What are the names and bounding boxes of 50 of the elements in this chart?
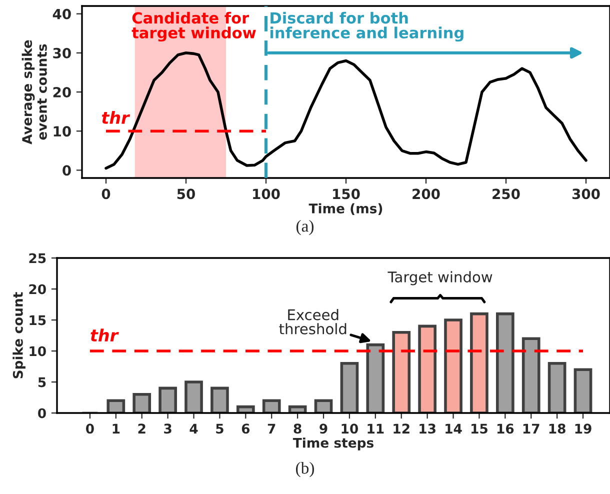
x-tick-label: 150 <box>333 188 360 200</box>
x-tick-label: 1 <box>112 424 120 434</box>
y-tick-label: 15 <box>30 315 46 326</box>
x-tick-label: 9 <box>320 424 328 434</box>
x-tick-label: 2 <box>138 424 146 434</box>
x-tick-label: 50 <box>177 188 195 200</box>
x-tick-label: 19 <box>575 424 592 434</box>
x-tick-label: 0 <box>102 188 110 200</box>
x-tick-label: 11 <box>368 424 384 434</box>
x-tick-label: 8 <box>294 424 302 434</box>
x-tick-label: 12 <box>394 424 410 434</box>
x-tick-label: 250 <box>492 188 520 200</box>
x-tick-label: 300 <box>572 188 600 200</box>
y-axis-title: Average spike event counts <box>22 40 47 144</box>
ref-line-label: Discard for both inference and learning <box>270 12 464 42</box>
x-tick-label: 17 <box>523 424 540 434</box>
x-tick-label: 7 <box>268 424 276 434</box>
y-tick-label: 30 <box>53 48 71 58</box>
y-tick-label: 5 <box>38 377 46 388</box>
y-tick-label: 20 <box>29 284 46 294</box>
ref-line-label: thr <box>90 328 119 342</box>
x-tick-label: 10 <box>342 424 358 434</box>
x-tick-label: 6 <box>242 424 250 434</box>
annotation: Target window <box>388 271 492 286</box>
x-tick-label: 4 <box>190 424 198 434</box>
x-tick-label: 0 <box>86 424 94 434</box>
annotation: Exceed threshold <box>279 308 346 334</box>
x-tick-label: 14 <box>446 424 462 434</box>
y-tick-label: 10 <box>54 126 71 137</box>
x-tick-label: 13 <box>420 424 436 434</box>
y-tick-label: 25 <box>29 253 46 264</box>
y-tick-label: 0 <box>62 165 71 176</box>
y-axis-title: Spike count <box>12 292 26 378</box>
y-tick-label: 40 <box>52 8 71 20</box>
x-tick-label: 15 <box>472 424 488 434</box>
x-tick-label: 100 <box>253 188 280 200</box>
x-axis-title: Time (ms) <box>308 203 382 216</box>
y-tick-label: 10 <box>30 346 46 356</box>
band-label: Candidate for target window <box>132 12 256 42</box>
x-tick-label: 3 <box>164 424 172 434</box>
y-tick-label: 20 <box>53 86 71 98</box>
text: (a) <box>296 220 314 236</box>
x-tick-label: 200 <box>412 188 440 200</box>
series-label: thr <box>102 111 130 124</box>
x-axis-title: Time steps <box>292 438 374 450</box>
text: (b) <box>296 462 314 478</box>
x-tick-label: 5 <box>216 424 224 434</box>
x-tick-label: 18 <box>549 424 566 434</box>
x-tick-label: 16 <box>497 424 514 434</box>
y-tick-label: 0 <box>38 408 46 418</box>
